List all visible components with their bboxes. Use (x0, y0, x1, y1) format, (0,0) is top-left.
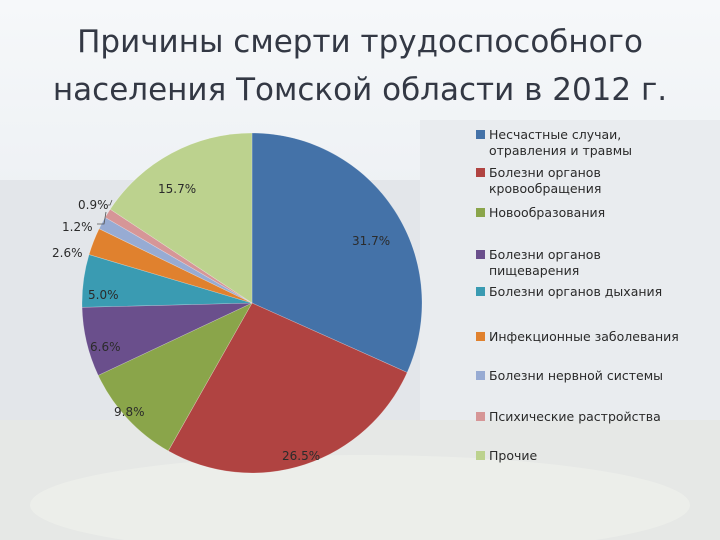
legend-swatch (476, 332, 485, 341)
pie-slices (81, 132, 423, 474)
pie-slice (251, 132, 423, 373)
slice-data-label: 2.6% (52, 246, 83, 260)
slice-data-label: 6.6% (90, 340, 121, 354)
pie-slice (109, 132, 253, 304)
legend-label: отравления и травмы (489, 143, 632, 158)
legend-label: Болезни органов (489, 247, 601, 262)
legend-swatch (476, 208, 485, 217)
legend-label: Несчастные случаи, (489, 127, 621, 142)
chart-title: Причины смерти трудоспособного населения… (52, 24, 668, 108)
legend-swatch (476, 168, 485, 177)
slice-data-label: 9.8% (114, 405, 145, 419)
pie-labels: 31.7% 26.5% 9.8% 6.6% 5.0% 2.6% 1.2% 0.9% 15.7% (52, 182, 390, 463)
pie-slice (97, 302, 253, 452)
leader-line (108, 199, 113, 206)
slice-data-label: 31.7% (352, 234, 390, 248)
leader-line (97, 211, 107, 225)
slice-data-label: 26.5% (282, 449, 320, 463)
legend-swatch (476, 287, 485, 296)
legend-label: кровообращения (489, 181, 601, 196)
slice-data-label: 1.2% (62, 220, 93, 234)
legend-label: Новообразования (489, 205, 605, 220)
legend-swatch (476, 451, 485, 460)
chart-legend: Несчастные случаи,отравления и травмы Бол… (476, 127, 679, 463)
legend-label: Болезни нервной системы (489, 368, 663, 383)
pie-slice (81, 302, 253, 376)
slice-data-label: 5.0% (88, 288, 119, 302)
slice-data-label: 15.7% (158, 182, 196, 196)
legend-label: Болезни органов дыхания (489, 284, 662, 299)
pie-slice (167, 302, 408, 474)
legend-swatch (476, 412, 485, 421)
legend-label: Инфекционные заболевания (489, 329, 679, 344)
pie-slice (81, 254, 253, 308)
legend-label: Психические растройства (489, 409, 661, 424)
legend-swatch (476, 371, 485, 380)
legend-swatch (476, 250, 485, 259)
legend-label: пищеварения (489, 263, 579, 278)
legend-swatch (476, 130, 485, 139)
slice-data-label: 0.9% (78, 198, 109, 212)
pie-slice (88, 228, 253, 304)
legend-label: Прочие (489, 448, 537, 463)
legend-label: Болезни органов (489, 165, 601, 180)
